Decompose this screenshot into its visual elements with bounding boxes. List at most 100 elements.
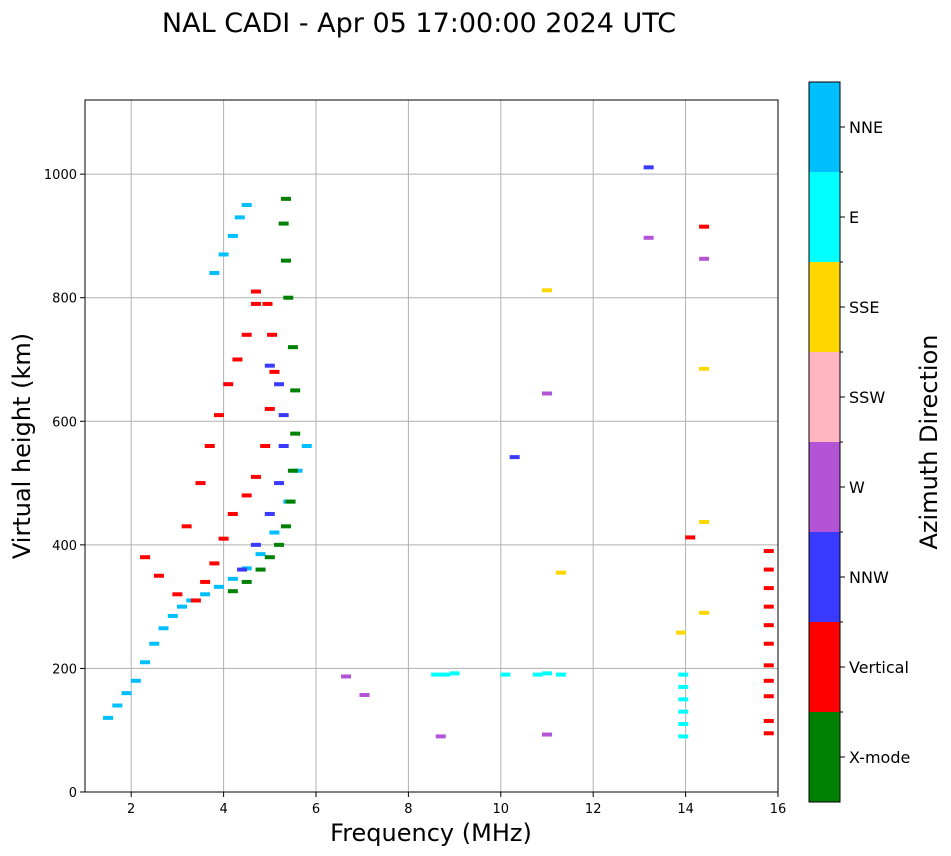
plot-frame	[84, 99, 779, 793]
data-point	[685, 535, 696, 540]
data-point	[241, 579, 252, 584]
data-point	[287, 468, 298, 473]
data-point	[232, 357, 243, 362]
x-tick-label: 6	[312, 802, 320, 817]
data-point	[500, 672, 511, 677]
data-point	[285, 499, 296, 504]
data-point	[449, 671, 460, 676]
data-point	[278, 221, 289, 226]
data-point	[643, 165, 654, 170]
x-tick-label: 4	[219, 802, 227, 817]
data-point	[675, 630, 686, 635]
colorbar-segment-nne	[809, 82, 840, 172]
data-point	[287, 345, 298, 350]
y-tick-label: 1000	[44, 168, 77, 183]
data-point	[699, 256, 710, 261]
data-point	[209, 271, 220, 275]
x-tick-label: 8	[404, 802, 412, 817]
colorbar-tick-label: SSW	[849, 388, 885, 407]
data-point	[699, 519, 710, 524]
data-point	[237, 567, 248, 572]
data-point	[213, 584, 224, 589]
data-point	[283, 295, 294, 300]
data-point	[209, 561, 220, 566]
trace-X-trace-low-F2	[227, 196, 301, 594]
colorbar-segment-ssw	[809, 352, 840, 442]
colorbar-tick-label: X-mode	[849, 748, 910, 767]
data-point	[678, 697, 689, 702]
data-point	[643, 235, 654, 240]
data-point	[278, 413, 289, 418]
data-point	[542, 391, 552, 396]
y-tick-label: 400	[52, 539, 77, 554]
x-tick-label: 16	[770, 802, 787, 817]
data-point	[763, 678, 774, 683]
data-point	[213, 413, 224, 418]
colorbar-tick-label: W	[849, 478, 865, 497]
data-point	[234, 215, 245, 220]
data-point	[200, 592, 211, 597]
colorbar-label: Azimuth Direction	[915, 335, 943, 550]
data-point	[280, 524, 291, 529]
data-point	[763, 641, 774, 646]
data-point	[255, 567, 266, 572]
data-point	[112, 703, 123, 708]
data-point	[699, 224, 710, 229]
trace-Vertical-14MHz	[685, 224, 710, 540]
colorbar-segment-e	[809, 172, 840, 262]
colorbar-tick-label: SSE	[849, 298, 879, 317]
data-point	[542, 288, 552, 293]
trace-NNW-trace	[237, 363, 289, 572]
x-tick-label: 12	[585, 802, 602, 817]
data-point	[280, 258, 291, 263]
data-marks	[103, 165, 774, 739]
data-point	[699, 366, 710, 371]
data-point	[172, 592, 183, 597]
colorbar-segment-sse	[809, 262, 840, 352]
data-point	[227, 589, 238, 594]
trace-SSE-scatter	[542, 288, 710, 635]
data-point	[121, 691, 132, 696]
data-point	[264, 363, 275, 368]
data-point	[218, 536, 229, 541]
data-point	[555, 672, 566, 677]
data-point	[274, 382, 285, 387]
colorbar-tick-label: Vertical	[849, 658, 909, 677]
data-point	[200, 579, 211, 584]
colorbar-segment-vertical	[809, 622, 840, 712]
data-point	[264, 406, 275, 411]
data-point	[264, 555, 275, 560]
data-point	[678, 722, 689, 727]
data-point	[227, 576, 238, 581]
data-point	[149, 641, 160, 646]
x-tick-label: 10	[493, 802, 510, 817]
data-point	[241, 493, 252, 498]
data-point	[267, 332, 278, 337]
data-point	[167, 613, 178, 618]
data-point	[241, 332, 252, 337]
colorbar-tick-label: E	[849, 208, 859, 227]
data-point	[274, 481, 285, 486]
data-point	[103, 715, 114, 720]
data-point	[140, 660, 151, 665]
data-point	[341, 674, 352, 679]
y-tick-label: 200	[52, 662, 77, 677]
data-point	[260, 444, 271, 448]
data-point	[130, 678, 141, 683]
data-point	[264, 511, 275, 516]
colorbar-segment-nnw	[809, 532, 840, 622]
data-point	[280, 196, 291, 201]
data-point	[269, 530, 280, 535]
data-point	[763, 604, 774, 609]
data-point	[509, 455, 520, 460]
data-point	[290, 431, 301, 436]
data-point	[227, 511, 238, 516]
data-point	[250, 289, 261, 294]
trace-Column-16MHz	[763, 549, 774, 736]
data-point	[435, 734, 446, 739]
trace-Vertical-2hop	[181, 301, 261, 529]
data-point	[763, 623, 774, 628]
data-point	[290, 388, 301, 393]
data-point	[542, 732, 552, 737]
